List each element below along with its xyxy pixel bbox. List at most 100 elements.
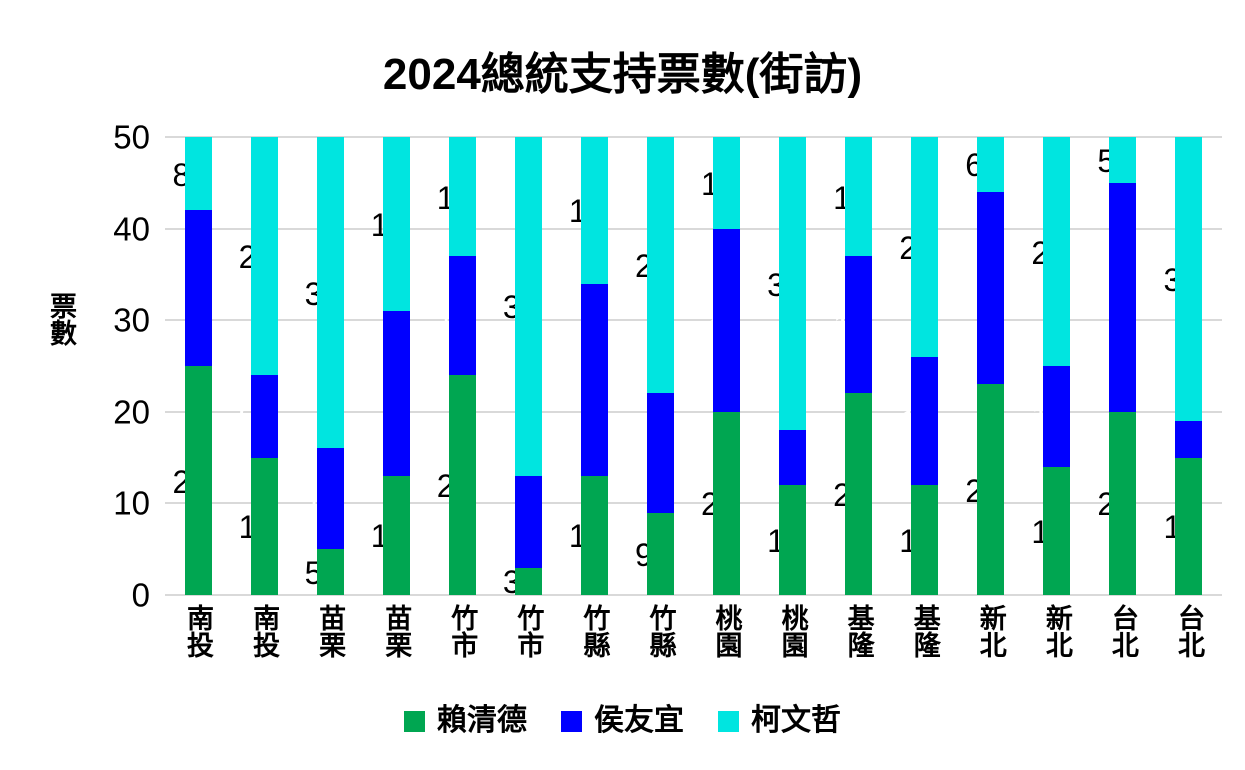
bar-segment[interactable] [448,137,476,257]
legend-label: 賴清德 [437,704,527,737]
gridline [165,594,1222,596]
legend-label: 侯友宜 [594,704,684,737]
bar-group[interactable]: 12632 [760,137,826,595]
legend-item[interactable]: 侯友宜 [561,706,684,736]
bar-segment[interactable] [1109,411,1137,595]
x-tick-label: 桃園 [711,604,742,658]
x-tick-label: 基隆 [843,604,874,658]
bar-segment[interactable] [779,137,807,431]
bar-group[interactable]: 20255 [1090,137,1156,595]
legend-swatch-icon [561,710,582,732]
bar-segment[interactable] [713,137,741,229]
x-tick-label: 新北 [1041,604,1072,658]
bar-group[interactable]: 15431 [1156,137,1222,595]
bar-group[interactable]: 141125 [1024,137,1090,595]
bar-segment[interactable] [514,137,542,476]
y-tick-label: 10 [113,484,150,522]
bar-segment[interactable] [382,475,410,595]
bar-group[interactable]: 23216 [958,137,1024,595]
bar-group[interactable]: 91328 [627,137,693,595]
y-tick-label: 40 [113,210,150,248]
bar-segment[interactable] [1109,182,1137,412]
bar-segment[interactable] [448,256,476,376]
bar-segment[interactable] [977,384,1005,595]
legend-item[interactable]: 賴清德 [404,706,527,736]
bar-segment[interactable] [779,485,807,595]
bar-segment[interactable] [1175,137,1203,421]
x-tick-label: 竹縣 [579,604,610,658]
bar-segment[interactable] [382,137,410,312]
bar-segment[interactable] [845,393,873,595]
bar-segment[interactable] [580,283,608,476]
bar-segment[interactable] [514,475,542,568]
x-tick-label: 苗栗 [315,604,346,658]
bar-segment[interactable] [382,311,410,476]
bar-segment[interactable] [448,375,476,595]
bar-segment[interactable] [184,210,212,366]
bar-segment[interactable] [779,430,807,486]
bar-segment[interactable] [580,137,608,284]
gridline [165,227,1222,230]
bar-segment[interactable] [250,137,278,376]
bar-group[interactable]: 31037 [495,137,561,598]
bar-segment[interactable] [911,485,939,595]
bar-segment[interactable] [1043,466,1071,595]
chart-legend: 賴清德 侯友宜 柯文哲 [0,706,1245,736]
bar-group[interactable]: 221513 [826,137,892,595]
bars-layer: 2517815926511341318192413133103713211691… [165,137,1222,598]
bar-segment[interactable] [977,191,1005,385]
bar-segment[interactable] [845,137,873,257]
bar-segment[interactable] [911,356,939,486]
bar-group[interactable]: 131819 [363,137,429,595]
bar-segment[interactable] [1043,137,1071,366]
bar-segment[interactable] [1043,366,1071,467]
y-axis-ticks: 0 10 20 30 40 50 [80,121,150,612]
bar-segment[interactable] [977,137,1005,192]
legend-item[interactable]: 柯文哲 [718,706,841,736]
gridlines [165,136,1222,596]
x-tick-label: 竹縣 [645,604,676,658]
x-tick-label: 台北 [1107,604,1138,658]
bar-segment[interactable] [184,366,212,595]
bar-segment[interactable] [316,137,344,449]
bar-group[interactable]: 121424 [892,137,958,595]
x-tick-label: 新北 [975,604,1006,658]
bar-segment[interactable] [646,137,674,394]
bar-group[interactable]: 132116 [561,137,627,595]
bar-group[interactable]: 241313 [429,137,495,595]
bar-group[interactable]: 25178 [165,137,231,595]
bar-segment[interactable] [1175,420,1203,458]
bar-segment[interactable] [845,256,873,394]
bar-segment[interactable] [713,411,741,595]
bar-group[interactable]: 51134 [297,137,363,595]
x-tick-label: 竹市 [513,604,544,658]
bar-segment[interactable] [1175,457,1203,595]
bar-segment[interactable] [316,549,344,595]
y-tick-label: 20 [113,393,150,431]
bar-segment[interactable] [646,393,674,513]
bar-segment[interactable] [646,512,674,595]
bar-segment[interactable] [1109,137,1137,183]
x-tick-label: 南投 [183,604,214,658]
legend-swatch-icon [718,710,739,732]
x-tick-label: 苗栗 [381,604,412,658]
bar-group[interactable]: 202010 [694,137,760,595]
bar-segment[interactable] [713,228,741,412]
x-tick-label: 基隆 [909,604,940,658]
legend-label: 柯文哲 [751,704,841,737]
x-tick-label: 竹市 [447,604,478,658]
bar-segment[interactable] [580,475,608,595]
x-tick-label: 南投 [249,604,280,658]
bar-segment[interactable] [250,375,278,458]
gridline [165,319,1222,322]
legend-swatch-icon [404,710,425,732]
x-axis-labels: 南投 南投 苗栗 苗栗 竹市 竹市 竹縣 竹縣 桃園 桃園 基隆 基隆 新北 新北 台北 台北 [165,600,1222,695]
bar-segment[interactable] [184,137,212,211]
bar-segment[interactable] [514,567,542,595]
bar-segment[interactable] [911,137,939,357]
x-tick-label: 桃園 [777,604,808,658]
bar-segment[interactable] [316,448,344,550]
bar-group[interactable]: 15926 [231,137,297,595]
bar-segment[interactable] [250,457,278,595]
